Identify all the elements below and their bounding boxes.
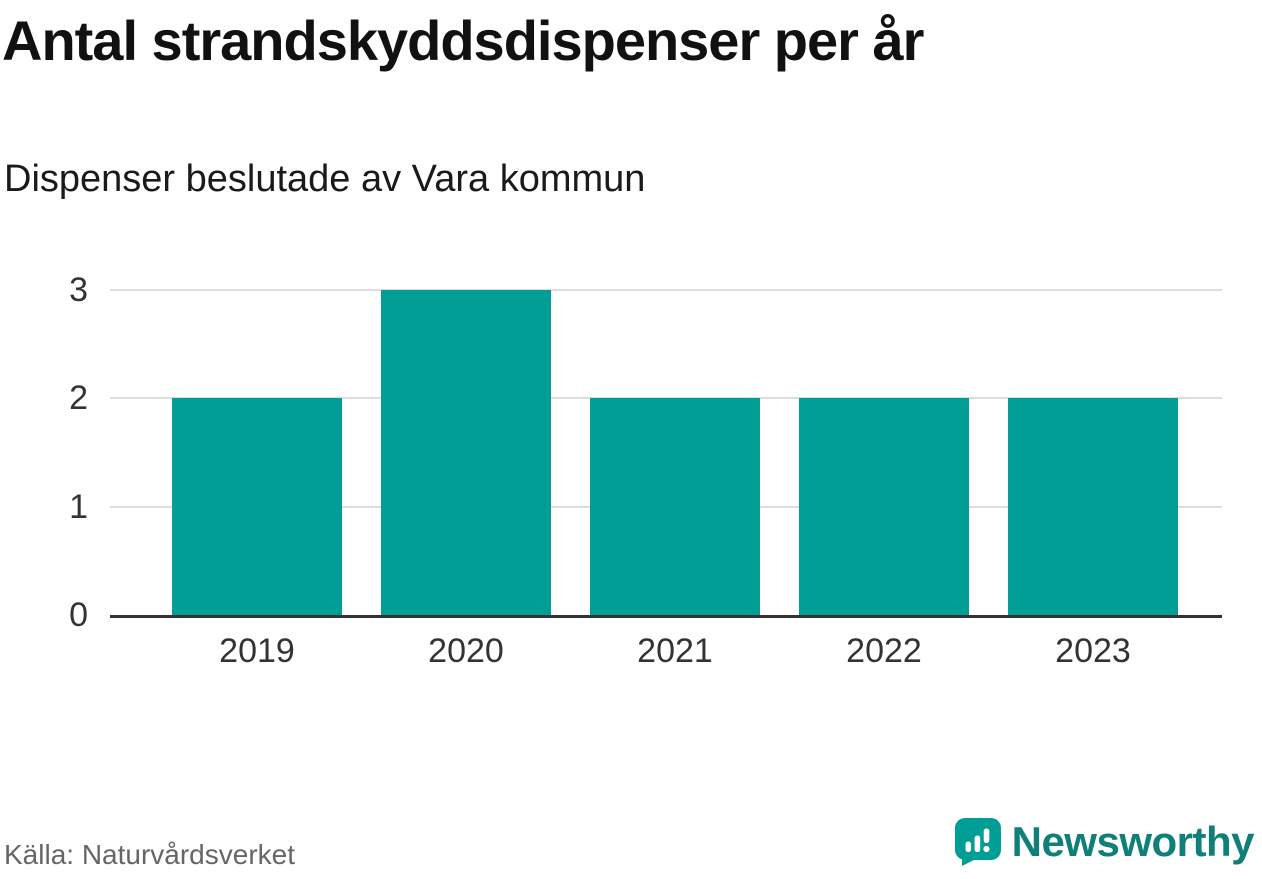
y-tick-label: 3 — [69, 271, 88, 309]
bar-chart: 0 1 2 3 2019 2020 2021 2022 2023 — [0, 273, 1222, 671]
bar-2022 — [799, 398, 969, 615]
bar-2020 — [381, 290, 551, 615]
plot-row: 0 1 2 3 — [0, 273, 1222, 632]
newsworthy-wordmark: Newsworthy — [1011, 818, 1255, 865]
x-tick-label: 2023 — [1055, 632, 1131, 670]
y-tick-label: 0 — [69, 596, 88, 634]
bars — [110, 290, 1222, 615]
y-tick-label: 1 — [69, 487, 88, 526]
newsworthy-icon — [954, 818, 1001, 866]
x-tick-label: 2022 — [846, 632, 922, 670]
chart-title: Antal strandskyddsdispenser per år — [2, 9, 924, 72]
source-note: Källa: Naturvårdsverket — [4, 839, 296, 870]
bar-2023 — [1008, 398, 1178, 615]
gridline — [110, 289, 1222, 291]
y-axis: 0 1 2 3 — [0, 273, 110, 632]
y-tick-label: 2 — [69, 379, 88, 418]
plot-area — [110, 289, 1222, 618]
newsworthy-logo: Newsworthy — [954, 817, 1255, 867]
x-tick-label: 2019 — [219, 632, 295, 670]
bar-2019 — [172, 398, 342, 615]
bar-2021 — [590, 398, 760, 615]
x-axis: 2019 2020 2021 2022 2023 — [110, 632, 1222, 671]
x-tick-label: 2021 — [637, 632, 713, 670]
x-tick-label: 2020 — [428, 632, 504, 670]
chart-subtitle: Dispenser beslutade av Vara kommun — [4, 158, 646, 200]
